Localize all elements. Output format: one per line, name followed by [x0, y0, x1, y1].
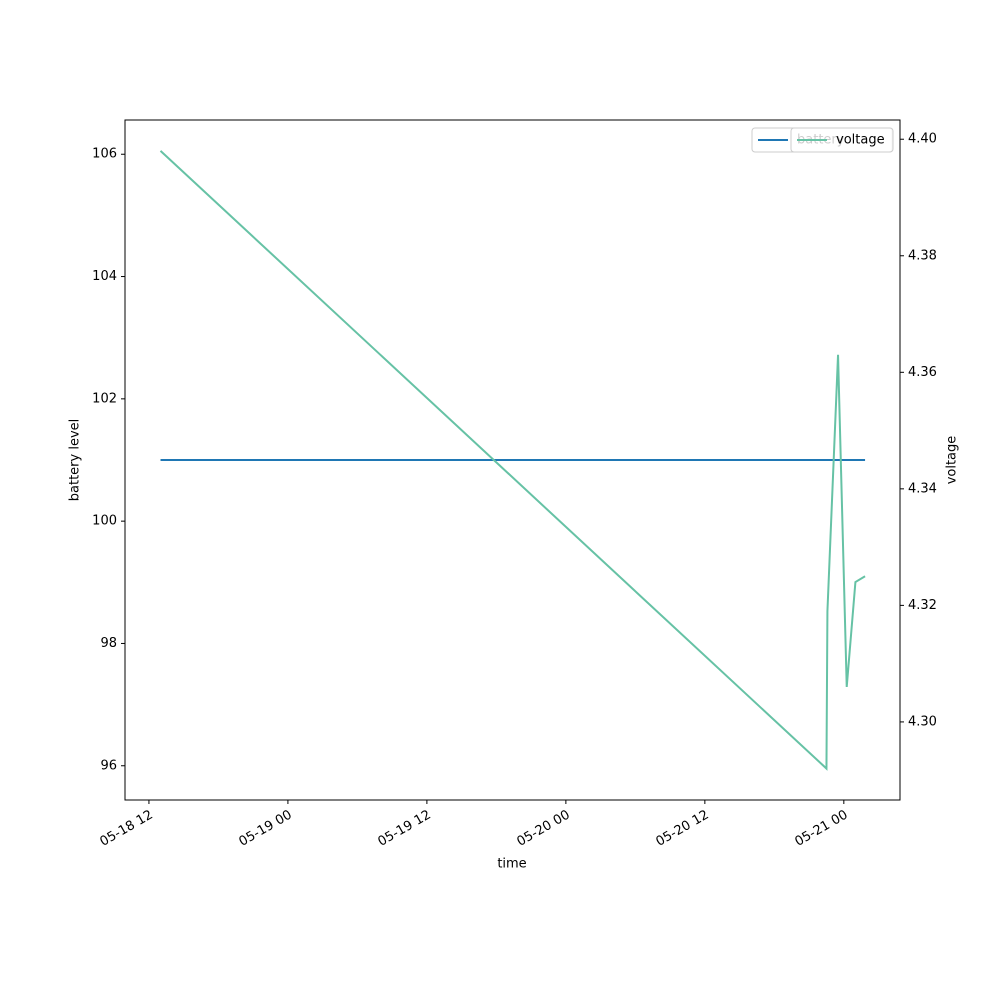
y-tick-label: 96 [100, 758, 117, 773]
y-tick-label: 98 [100, 636, 117, 651]
y2-tick-label: 4.30 [908, 714, 937, 729]
plot-frame [124, 119, 901, 801]
y2-tick-label: 4.40 [908, 132, 937, 147]
y-tick-label: 100 [92, 514, 117, 529]
y2-axis-label: voltage [945, 436, 960, 485]
x-axis-label: time [497, 857, 526, 872]
y-axis-label: battery level [68, 419, 83, 502]
legend-label: voltage [836, 133, 885, 148]
y2-tick-label: 4.34 [908, 481, 937, 496]
legend-box [790, 127, 894, 153]
y2-tick-label: 4.36 [908, 365, 937, 380]
y2-tick-label: 4.32 [908, 598, 937, 613]
y-tick-label: 102 [92, 391, 117, 406]
y2-tick-label: 4.38 [908, 248, 937, 263]
line-series [159, 150, 866, 771]
y-tick-label: 104 [92, 269, 117, 284]
y-tick-label: 106 [92, 147, 117, 162]
